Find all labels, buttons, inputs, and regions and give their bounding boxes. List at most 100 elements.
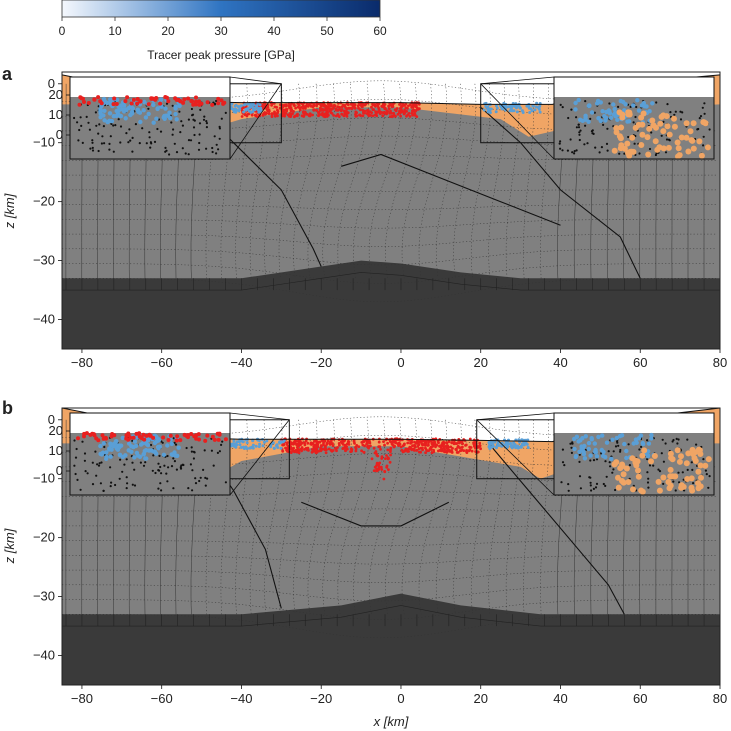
- inset-tracer: [87, 121, 90, 124]
- melt-tracer: [391, 105, 395, 108]
- melt-tracer: [415, 449, 418, 452]
- inset-tracer: [205, 122, 208, 125]
- inset-shocked-tracer: [108, 101, 113, 107]
- insets-b: 20 10 0: [49, 412, 715, 496]
- inset-tracer: [145, 142, 148, 145]
- inset-tracer: [91, 139, 94, 142]
- inset-shocked-tracer: [163, 106, 168, 111]
- inset-tracer: [220, 443, 223, 446]
- inset-sediment-tracer: [633, 462, 640, 469]
- melt-tracer: [404, 106, 408, 109]
- mesh-line: [322, 419, 352, 615]
- melt-tracer: [347, 440, 351, 444]
- inset-tracer: [172, 487, 175, 490]
- melt-tracer: [362, 111, 365, 115]
- colorbar-tick-label: 60: [373, 24, 387, 38]
- inset-shocked-tracer: [104, 100, 110, 106]
- melt-tracer: [372, 446, 376, 450]
- melt-tracer: [479, 447, 482, 451]
- inset-tracer: [224, 481, 227, 484]
- inset-shocked-tracer: [118, 113, 123, 119]
- melt-tracer: [336, 113, 340, 116]
- inset-melt-tracer: [194, 433, 199, 438]
- inset-tracer: [141, 127, 144, 130]
- inset-shocked-tracer: [173, 111, 178, 117]
- melt-tracer: [320, 444, 323, 448]
- inset-shocked-tracer: [142, 448, 147, 454]
- melt-tracer: [372, 469, 376, 472]
- shocked-tracer: [229, 105, 233, 109]
- melt-tracer: [429, 439, 433, 443]
- melt-tracer: [310, 448, 314, 451]
- melt-tracer: [370, 105, 373, 109]
- colorbar-ticks: 0 10 20 30 40 50 60: [59, 17, 387, 38]
- y-axis-label-b: z [km]: [2, 528, 17, 564]
- melt-tracer: [403, 111, 406, 115]
- inset-tracer: [98, 123, 101, 126]
- inset-melt-tracer: [77, 102, 82, 107]
- inset-shocked-tracer: [596, 116, 601, 121]
- inset-tracer: [99, 482, 102, 485]
- melt-tracer: [390, 442, 394, 446]
- melt-tracer: [322, 441, 325, 445]
- inset-tracer: [702, 144, 705, 147]
- shocked-tracer: [243, 103, 247, 107]
- inset-shocked-tracer: [636, 108, 642, 113]
- melt-tracer: [342, 446, 345, 450]
- melt-tracer: [302, 113, 306, 117]
- melt-tracer: [365, 112, 369, 115]
- inset-tracer: [588, 476, 591, 479]
- inset-tracer: [204, 476, 207, 479]
- inset-tracer: [664, 442, 667, 445]
- inset-sediment-tracer: [685, 450, 692, 457]
- melt-tracer: [371, 102, 374, 106]
- inset-shocked-tracer: [602, 114, 607, 119]
- inset-tracer: [80, 124, 83, 127]
- melt-tracer: [306, 441, 310, 445]
- melt-tracer: [416, 445, 420, 448]
- colorbar-tick-label: 50: [320, 24, 334, 38]
- inset-sediment-tracer: [697, 483, 704, 490]
- inset-melt-tracer: [161, 435, 166, 440]
- inset-tracer: [628, 464, 632, 467]
- melt-tracer: [306, 446, 310, 450]
- mesh-line: [435, 419, 462, 615]
- shocked-tracer: [232, 444, 236, 448]
- x-tick-label: −80: [71, 691, 93, 706]
- inset-shocked-tracer: [141, 452, 146, 457]
- inset-tracer: [577, 126, 581, 129]
- inset-melt-tracer: [101, 436, 106, 441]
- inset-tracer: [204, 484, 207, 487]
- melt-tracer: [343, 104, 347, 107]
- shocked-tracer: [235, 443, 239, 447]
- melt-tracer: [400, 104, 404, 108]
- inset-tracer: [648, 147, 652, 151]
- inset-tracer: [605, 142, 609, 145]
- inset-tracer: [578, 460, 581, 463]
- inset-shocked-tracer: [640, 440, 645, 446]
- inset-tracer: [125, 476, 128, 479]
- inset-tracer: [592, 487, 596, 490]
- inset-tracer: [575, 116, 578, 119]
- melt-tracer: [436, 439, 440, 443]
- inset-tracer: [595, 482, 599, 485]
- y-tick-label: −30: [33, 589, 55, 604]
- inset-tracer: [139, 461, 142, 464]
- melt-tracer: [472, 443, 476, 447]
- inset-tracer: [83, 459, 86, 462]
- inset-tracer: [677, 438, 680, 441]
- inset-shocked-tracer: [102, 118, 107, 123]
- melt-tracer: [383, 443, 386, 447]
- inset-melt-tracer: [194, 95, 198, 100]
- melt-tracer: [449, 445, 453, 449]
- inset-shocked-tracer: [619, 433, 625, 438]
- melt-tracer: [305, 113, 309, 116]
- inset-tracer: [571, 441, 574, 444]
- melt-tracer: [380, 455, 384, 459]
- inset-tracer: [165, 472, 168, 475]
- inset-tracer: [110, 122, 113, 125]
- melt-tracer: [357, 445, 361, 448]
- inset-shocked-tracer: [635, 98, 640, 103]
- mesh-line: [385, 83, 417, 279]
- inset-shocked-tracer: [107, 111, 113, 116]
